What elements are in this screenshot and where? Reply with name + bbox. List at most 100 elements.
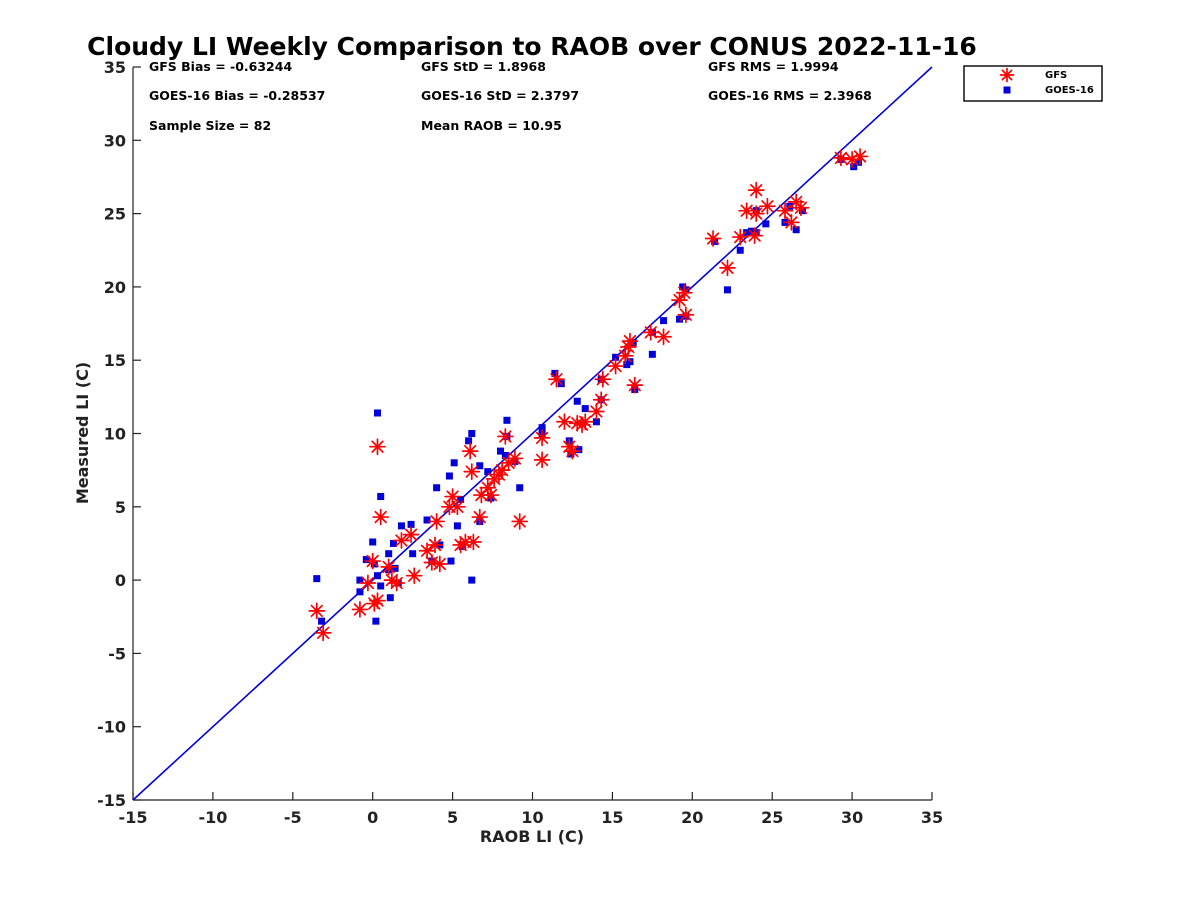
gfs-point [426, 536, 444, 554]
gfs-point [851, 148, 869, 165]
goes-16-point [476, 462, 484, 470]
goes-16-point [447, 557, 455, 565]
goes-16-point [377, 493, 385, 501]
stat-text: GOES-16 RMS = 2.3968 [708, 88, 872, 103]
goes-16-point [356, 588, 364, 596]
goes-16-point [762, 220, 770, 228]
x-tick-label: 30 [841, 808, 863, 827]
gfs-point [308, 602, 326, 620]
gfs-point [482, 486, 500, 504]
gfs-point [388, 574, 406, 592]
gfs-point [731, 228, 749, 246]
goes-16-point [445, 472, 453, 480]
gfs-point [511, 513, 529, 530]
gfs-point [369, 438, 386, 456]
x-tick-label: -5 [284, 808, 302, 827]
x-tick-label: -15 [119, 808, 148, 827]
gfs-point [496, 428, 514, 445]
gfs-point [607, 357, 624, 375]
y-tick-label: -15 [97, 791, 126, 810]
reference-line [132, 66, 933, 801]
stat-text: Sample Size = 82 [149, 118, 271, 133]
gfs-point [418, 542, 436, 560]
goes-16-point [516, 484, 524, 492]
goes-16-point [313, 575, 321, 583]
goes-16-point [612, 353, 620, 361]
gfs-point [588, 403, 605, 420]
legend-label-goes-16: GOES-16 [1045, 85, 1094, 96]
y-axis-label: Measured LI (C) [73, 362, 92, 504]
goes-16-point [682, 286, 690, 294]
gfs-point [556, 413, 573, 431]
gfs-point [592, 391, 610, 409]
legend-box [963, 65, 1103, 102]
gfs-point [364, 552, 382, 570]
gfs-point [576, 413, 594, 431]
goes-16-point [377, 582, 385, 590]
goes-16-point [373, 572, 381, 580]
one-to-one-reference-line [132, 66, 933, 801]
goes-16-point [799, 207, 807, 215]
x-tick-label: 15 [601, 808, 623, 827]
gfs-point [405, 567, 423, 585]
x-tick-label: 10 [521, 808, 543, 827]
gfs-point [642, 323, 660, 341]
gfs-point [621, 332, 639, 350]
gfs-point [449, 498, 466, 516]
legend-marker-gfs [999, 67, 1015, 83]
gfs-point [783, 214, 800, 231]
goes-16-point [551, 369, 559, 377]
goes-16-point [792, 226, 800, 234]
goes-16-point [468, 430, 476, 437]
gfs-point [465, 533, 482, 551]
goes-16-point [573, 397, 581, 405]
gfs-point [463, 463, 481, 480]
legend: GFS GOES-16 [963, 65, 1103, 102]
goes-16-point [369, 538, 377, 546]
gfs-point [533, 451, 551, 469]
goes-16-point [457, 495, 465, 503]
gfs-point [564, 442, 581, 460]
y-tick-label: -5 [108, 644, 126, 663]
x-axis-label: RAOB LI (C) [480, 827, 584, 846]
gfs-point [655, 328, 672, 346]
goes-16-point [538, 424, 546, 432]
goes-16-point [409, 550, 417, 558]
x-tick-label: 5 [447, 808, 458, 827]
gfs-point [461, 442, 479, 460]
goes-16-point [660, 317, 668, 325]
x-tick-label: 0 [367, 808, 378, 827]
y-tick-label: 10 [104, 425, 126, 444]
goes-16-point [450, 459, 458, 467]
stat-text: Mean RAOB = 10.95 [421, 118, 562, 133]
y-tick-label: 25 [104, 205, 126, 224]
goes-16-point [372, 617, 380, 625]
gfs-point [314, 624, 332, 642]
y-tick-label: 35 [104, 58, 126, 77]
goes-16-point [389, 539, 397, 547]
chart-title: Cloudy LI Weekly Comparison to RAOB over… [87, 32, 977, 61]
goes-16-point [497, 447, 505, 455]
gfs-point [759, 197, 776, 215]
y-tick-label: 0 [115, 571, 126, 590]
goes-16-point [736, 246, 744, 254]
legend-label-gfs: GFS [1045, 70, 1067, 81]
y-tick-label: 15 [104, 351, 126, 370]
goes-16-point [362, 556, 370, 564]
y-tick-label: 5 [115, 498, 126, 517]
y-tick-label: 20 [104, 278, 126, 297]
goes-16-point [752, 229, 760, 237]
goes-16-point [465, 437, 473, 445]
gfs-point [431, 555, 449, 573]
goes-16-point [743, 229, 751, 237]
y-tick-label: -10 [97, 718, 126, 737]
y-tick-group: -15 -10 -5 0 5 10 15 20 25 30 35 [97, 58, 141, 810]
goes-16-point [385, 550, 393, 558]
gfs-point [428, 513, 445, 530]
gfs-point [671, 291, 688, 309]
goes-16-point [453, 522, 461, 530]
goes-16-point [711, 237, 719, 245]
gfs-point [747, 181, 765, 199]
gfs-point [776, 202, 794, 220]
